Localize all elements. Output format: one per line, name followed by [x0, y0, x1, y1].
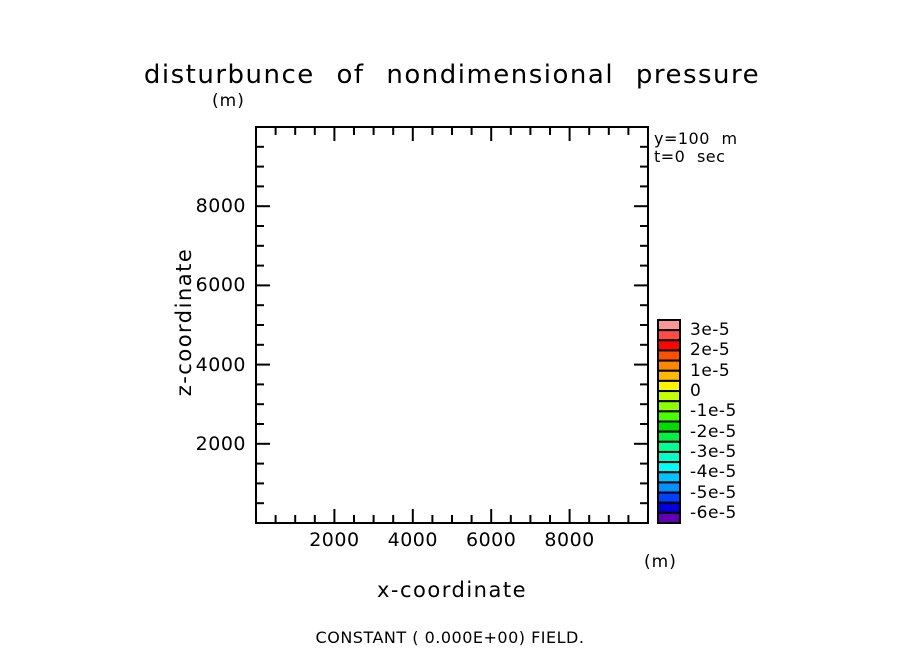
colorbar-tick-label: -6e-5 — [690, 502, 737, 523]
x-axis-title: x-coordinate — [376, 578, 528, 602]
colorbar-cell — [657, 359, 681, 372]
colorbar-cell — [657, 461, 681, 474]
colorbar-cell — [657, 390, 681, 403]
field-note: CONSTANT ( 0.000E+00) FIELD. — [315, 628, 585, 647]
colorbar-tick-label: -2e-5 — [690, 421, 737, 442]
colorbar-cell — [657, 349, 681, 362]
colorbar-cell — [657, 481, 681, 494]
y-axis-unit-label: (m) — [212, 91, 245, 111]
colorbar-cell — [657, 420, 681, 433]
colorbar-cell — [657, 379, 681, 393]
colorbar-cell — [657, 319, 681, 332]
colorbar-tick-label: 0 — [690, 381, 702, 402]
colorbar-cell — [657, 491, 681, 504]
annotation-time: t=0 sec — [654, 147, 726, 166]
colorbar-cell — [657, 450, 681, 464]
chart-title: disturbunce of nondimensional pressure — [143, 60, 761, 90]
x-axis-unit-label: (m) — [644, 552, 677, 572]
colorbar-cell — [657, 471, 681, 484]
x-tick-label: 6000 — [466, 529, 517, 551]
x-tick-label: 2000 — [309, 529, 360, 551]
y-tick-label: 4000 — [195, 353, 246, 376]
y-tick-label: 6000 — [195, 274, 246, 297]
colorbar-cell — [657, 430, 681, 443]
plot-frame — [255, 126, 649, 524]
y-tick-label: 8000 — [195, 195, 246, 218]
colorbar-cell — [657, 501, 681, 514]
colorbar — [657, 319, 681, 525]
x-tick-label: 4000 — [387, 529, 438, 551]
axes-frame — [255, 126, 649, 524]
colorbar-tick-label: 1e-5 — [690, 360, 731, 381]
y-tick-label: 2000 — [195, 432, 246, 455]
colorbar-cell — [657, 339, 681, 352]
y-axis-title: z-coordinate — [172, 247, 196, 397]
colorbar-cell — [657, 410, 681, 423]
colorbar-cell — [657, 400, 681, 413]
colorbar-tick-label: -3e-5 — [690, 441, 737, 462]
colorbar-cell — [657, 511, 681, 525]
x-tick-label: 8000 — [544, 529, 595, 551]
colorbar-tick-label: 3e-5 — [690, 320, 731, 341]
colorbar-cell — [657, 369, 681, 382]
colorbar-tick-label: -5e-5 — [690, 482, 737, 503]
colorbar-tick-label: -1e-5 — [690, 401, 737, 422]
colorbar-cell — [657, 440, 681, 453]
annotation-y-slice: y=100 m — [654, 129, 738, 148]
colorbar-cell — [657, 329, 681, 342]
colorbar-tick-label: -4e-5 — [690, 462, 737, 483]
colorbar-tick-label: 2e-5 — [690, 340, 731, 361]
